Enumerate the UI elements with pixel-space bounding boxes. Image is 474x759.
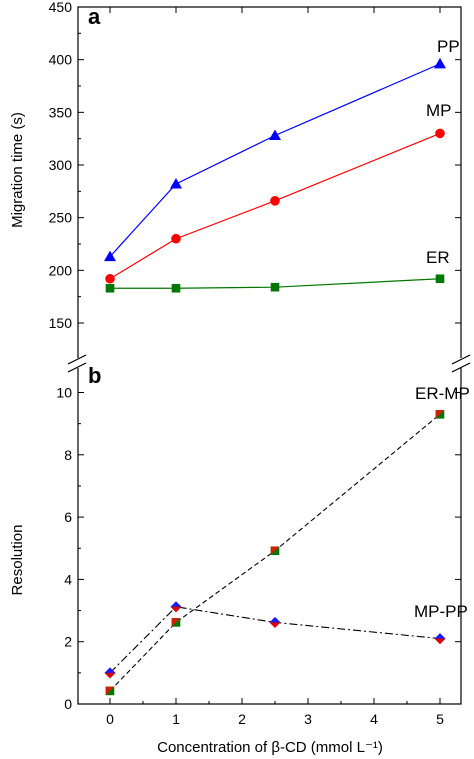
xtick-label: 5 [436, 711, 444, 727]
ytick-label-b: 10 [56, 385, 72, 401]
point-mp [171, 233, 181, 244]
series-label-er-mp: ER-MP [415, 384, 470, 403]
point-pp [434, 57, 446, 69]
ytick-label-b: 2 [64, 634, 72, 650]
point-mp [270, 196, 280, 206]
ytick-label-b: 4 [64, 571, 72, 587]
ytick-label-b: 6 [64, 509, 72, 525]
ytick-label-a: 250 [49, 210, 73, 226]
ytick-label-a: 350 [49, 104, 73, 120]
ytick-label-a: 450 [49, 0, 73, 15]
ytick-label-b: 0 [64, 696, 72, 712]
point-er-mp [105, 686, 115, 696]
xtick-label: 0 [106, 711, 114, 727]
series-line-mp [109, 132, 441, 280]
ytick-label-a: 150 [49, 315, 73, 331]
series-label-mp: MP [426, 101, 452, 120]
ytick-label-b: 8 [64, 447, 72, 463]
point-pp [269, 129, 281, 141]
point-er-mp [435, 410, 445, 419]
point-mp [105, 273, 115, 284]
xtick-label: 2 [238, 711, 246, 727]
ytick-label-a: 400 [49, 52, 73, 68]
plot-frame [77, 6, 462, 705]
series-line-er [110, 278, 441, 289]
x-axis-label: Concentration of β-CD (mmol L⁻¹) [157, 739, 383, 756]
xtick-label: 3 [304, 711, 312, 727]
point-mp-pp [170, 601, 182, 613]
point-pp [170, 177, 182, 189]
point-er [105, 283, 115, 293]
panel-b-letter: b [88, 363, 101, 388]
y-axis-label-migration: Migration time (s) [9, 112, 26, 228]
point-mp-pp [104, 667, 116, 679]
axis-break [67, 354, 471, 373]
point-mp [435, 128, 445, 139]
series-line-pp [109, 63, 441, 258]
point-mp-pp [269, 616, 281, 628]
point-er [171, 283, 181, 293]
point-pp [104, 250, 116, 262]
point-er-mp [171, 618, 181, 627]
series-line-mp-pp [109, 606, 441, 674]
series-label-mp-pp: MP-PP [414, 602, 468, 621]
ytick-label-a: 300 [49, 157, 73, 173]
xtick-label: 1 [172, 711, 180, 727]
point-er [270, 282, 280, 292]
series-label-er: ER [426, 248, 450, 267]
xtick-label: 4 [370, 711, 378, 727]
series-label-pp: PP [437, 37, 460, 56]
series-line-er-mp [109, 413, 441, 692]
ytick-label-a: 200 [49, 262, 73, 278]
point-mp-pp [434, 633, 446, 645]
panel-a-letter: a [88, 4, 101, 29]
point-er-mp [270, 546, 280, 556]
y-axis-label-resolution: Resolution [9, 525, 26, 596]
point-er [435, 274, 445, 284]
